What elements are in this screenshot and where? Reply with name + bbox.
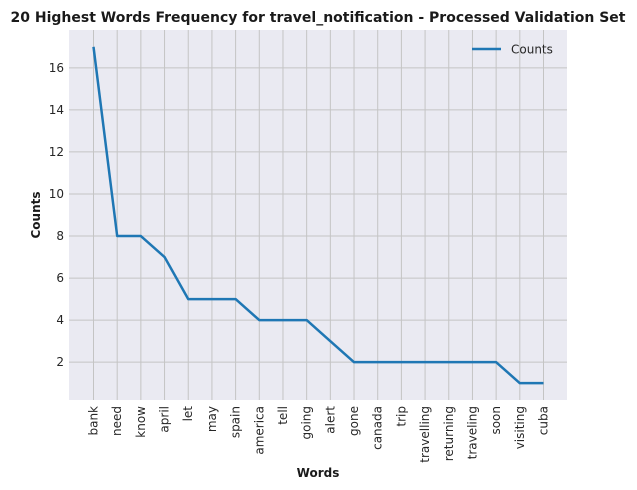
x-tick-label: returning [442,406,456,461]
x-tick-label: travelling [418,406,432,463]
legend-label: Counts [511,43,553,57]
x-tick-label: april [158,406,172,433]
series-layer [92,46,544,385]
grid [69,30,567,400]
chart-title: 20 Highest Words Frequency for travel_no… [11,10,626,26]
legend: Counts [472,43,553,57]
y-tick-label: 2 [56,355,64,369]
x-tick-label: traveling [465,406,479,459]
x-tick-label: know [134,406,148,438]
y-axis-label: Counts [29,191,43,238]
x-tick-label: trip [394,406,408,427]
x-tick-label: soon [489,406,503,435]
x-tick-label: need [110,406,124,436]
series-line [92,46,544,385]
x-tick-label: going [300,406,314,440]
x-tick-label: america [252,406,266,455]
x-tick-label: spain [229,406,243,438]
x-tick-label: may [205,406,219,432]
x-axis-label: Words [297,466,340,480]
x-tick-label: gone [347,406,361,436]
x-tick-label: visiting [513,406,527,449]
x-tick-label: bank [87,406,101,436]
y-tick-label: 6 [56,271,64,285]
y-tick-label: 8 [56,229,64,243]
x-tick-label: alert [323,406,337,434]
y-tick-label: 14 [49,103,64,117]
plot-area [69,30,567,400]
y-tick-label: 12 [49,145,64,159]
y-tick-label: 16 [49,61,64,75]
y-tick-label: 4 [56,313,64,327]
x-tick-label: cuba [537,406,551,435]
y-tick-label: 10 [49,187,64,201]
y-tick-labels: 2 4 6 8 10 12 14 16 [49,61,64,369]
x-tick-label: canada [371,406,385,450]
x-tick-label: let [181,406,195,422]
x-tick-labels: bank need know april let may spain america tell g… [87,406,551,463]
x-tick-label: tell [276,406,290,425]
